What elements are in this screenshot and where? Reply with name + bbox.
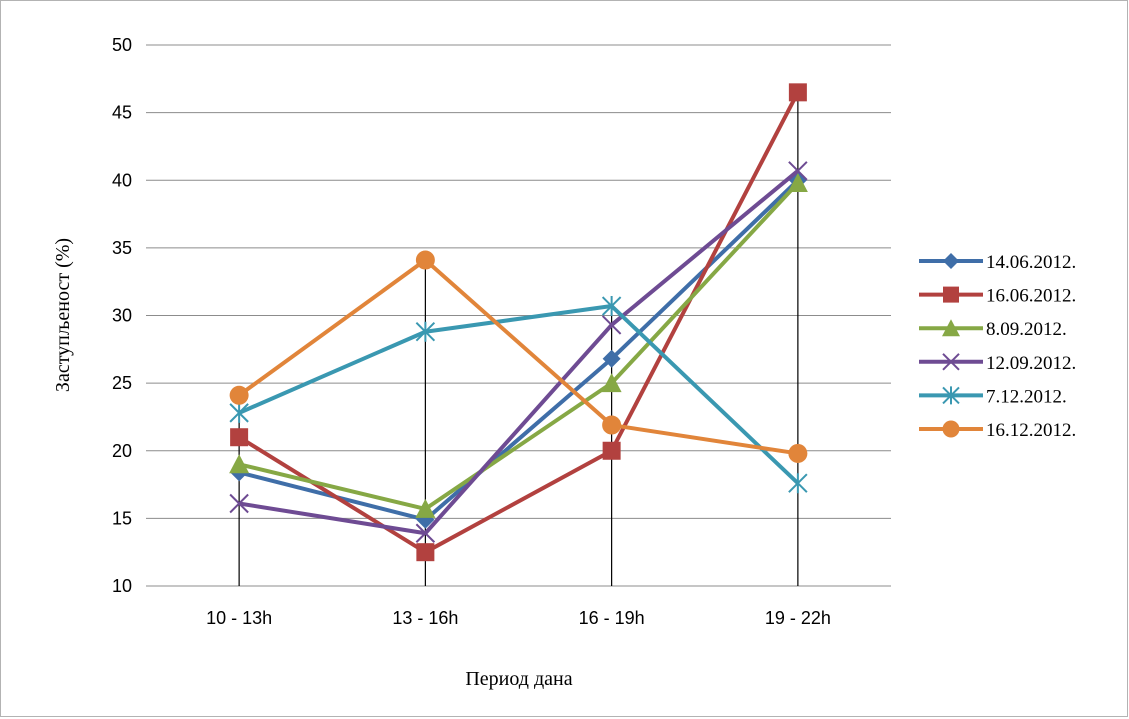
y-axis-title: Заступљеност (%) xyxy=(52,238,74,392)
legend-label: 12.09.2012. xyxy=(986,353,1076,374)
data-point xyxy=(229,402,249,423)
y-tick-label: 35 xyxy=(112,238,132,258)
series-line xyxy=(238,169,800,536)
series-2 xyxy=(230,83,807,562)
legend: 14.06.2012. 16.06.2012. 8.09.2012. 12.09.20… xyxy=(919,252,1076,441)
series-layer xyxy=(229,83,808,562)
legend-marker xyxy=(943,286,959,303)
data-point xyxy=(415,523,436,543)
series-5 xyxy=(229,296,808,494)
x-tick-label: 16 - 19h xyxy=(579,608,645,628)
series-line xyxy=(238,304,800,485)
legend-marker xyxy=(942,420,960,438)
y-tick-label: 50 xyxy=(112,35,132,55)
data-point xyxy=(602,441,621,460)
data-point xyxy=(602,349,621,368)
y-tick-label: 45 xyxy=(112,103,132,123)
data-point xyxy=(415,321,436,342)
series-line xyxy=(238,91,800,555)
data-point xyxy=(787,172,808,192)
series-1 xyxy=(230,171,807,529)
legend-label: 7.12.2012. xyxy=(986,386,1067,407)
legend-item: 12.09.2012. xyxy=(919,353,1076,374)
data-point xyxy=(229,385,249,405)
data-point xyxy=(788,83,807,102)
x-tick-label: 10 - 13h xyxy=(206,608,272,628)
x-tick-labels: 10 - 13h 13 - 16h 16 - 19h 19 - 22h xyxy=(206,608,831,628)
y-tick-label: 30 xyxy=(112,306,132,326)
y-tick-label: 10 xyxy=(112,576,132,596)
legend-marker xyxy=(942,386,960,405)
data-point xyxy=(601,315,622,335)
data-point xyxy=(788,443,808,463)
y-tick-label: 25 xyxy=(112,373,132,393)
legend-item: 16.06.2012. xyxy=(919,286,1076,307)
gridlines xyxy=(146,44,891,587)
data-point xyxy=(229,454,250,474)
y-tick-label: 20 xyxy=(112,441,132,461)
series-6 xyxy=(229,250,808,463)
y-tick-labels: 10 15 20 25 30 35 40 45 50 xyxy=(112,35,132,596)
series-4 xyxy=(229,161,808,543)
drop-lines xyxy=(238,92,799,586)
data-point xyxy=(230,428,249,447)
y-tick-label: 40 xyxy=(112,170,132,190)
legend-label: 16.12.2012. xyxy=(986,420,1076,441)
data-point xyxy=(601,296,622,317)
data-point xyxy=(602,415,622,435)
legend-item: 7.12.2012. xyxy=(919,386,1067,407)
legend-item: 14.06.2012. xyxy=(919,252,1076,273)
x-tick-label: 19 - 22h xyxy=(765,608,831,628)
y-tick-label: 15 xyxy=(112,508,132,528)
x-tick-label: 13 - 16h xyxy=(392,608,458,628)
legend-label: 16.06.2012. xyxy=(986,286,1076,307)
data-point xyxy=(416,543,435,562)
data-point xyxy=(788,161,808,181)
series-line xyxy=(238,181,800,511)
data-point xyxy=(415,498,436,518)
data-point xyxy=(415,250,435,270)
legend-label: 14.06.2012. xyxy=(986,252,1076,273)
legend-item: 16.12.2012. xyxy=(919,420,1076,441)
series-3 xyxy=(229,172,808,518)
data-point xyxy=(416,510,435,529)
data-point xyxy=(788,473,808,494)
legend-item: 8.09.2012. xyxy=(919,319,1067,340)
legend-marker xyxy=(943,253,959,269)
x-axis-title: Период дана xyxy=(465,668,572,690)
legend-marker xyxy=(942,353,960,371)
data-point xyxy=(229,493,249,514)
data-point xyxy=(601,373,622,393)
series-line xyxy=(238,178,800,522)
series-line xyxy=(237,258,799,456)
legend-marker xyxy=(942,319,960,337)
legend-label: 8.09.2012. xyxy=(986,319,1067,340)
